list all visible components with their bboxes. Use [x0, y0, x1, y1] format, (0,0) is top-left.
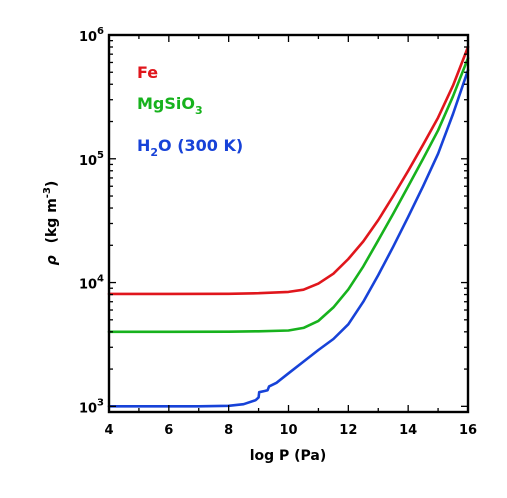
y-tick-label: 103: [79, 397, 104, 416]
legend: Fe MgSiO3 H2O (300 K): [137, 63, 243, 159]
y-axis-unit-exponent: -3: [42, 187, 53, 198]
x-tick-label: 10: [279, 423, 297, 438]
x-axis-title: log P (Pa): [250, 448, 327, 464]
series-line-0: [107, 45, 470, 296]
y-tick-label: 105: [79, 150, 104, 169]
plot-area: [107, 45, 470, 408]
y-axis-unit-close: ): [44, 181, 60, 187]
legend-entry-0: Fe: [137, 63, 158, 82]
x-tick-label: 8: [224, 423, 233, 438]
y-tick-label: 106: [79, 26, 104, 45]
series-line-2: [107, 68, 470, 408]
x-tick-label: 6: [164, 423, 173, 438]
x-tick-label: 16: [459, 423, 477, 438]
axes: 4 6 8 10 12 14 16 103 104 105 106: [79, 26, 477, 438]
y-axis-title: ρ (kg m-3): [42, 181, 60, 266]
x-tick-label: 12: [339, 423, 357, 438]
plot-frame: [107, 33, 470, 414]
series-line-1: [107, 56, 470, 334]
y-axis-unit-open: (kg m: [44, 198, 60, 243]
legend-entry-2: H2O (300 K): [137, 136, 243, 159]
x-tick-label: 4: [104, 423, 113, 438]
y-tick-label: 104: [79, 274, 104, 293]
x-tick-label: 14: [399, 423, 417, 438]
legend-entry-1: MgSiO3: [137, 94, 203, 117]
y-axis-symbol: ρ: [44, 255, 60, 265]
